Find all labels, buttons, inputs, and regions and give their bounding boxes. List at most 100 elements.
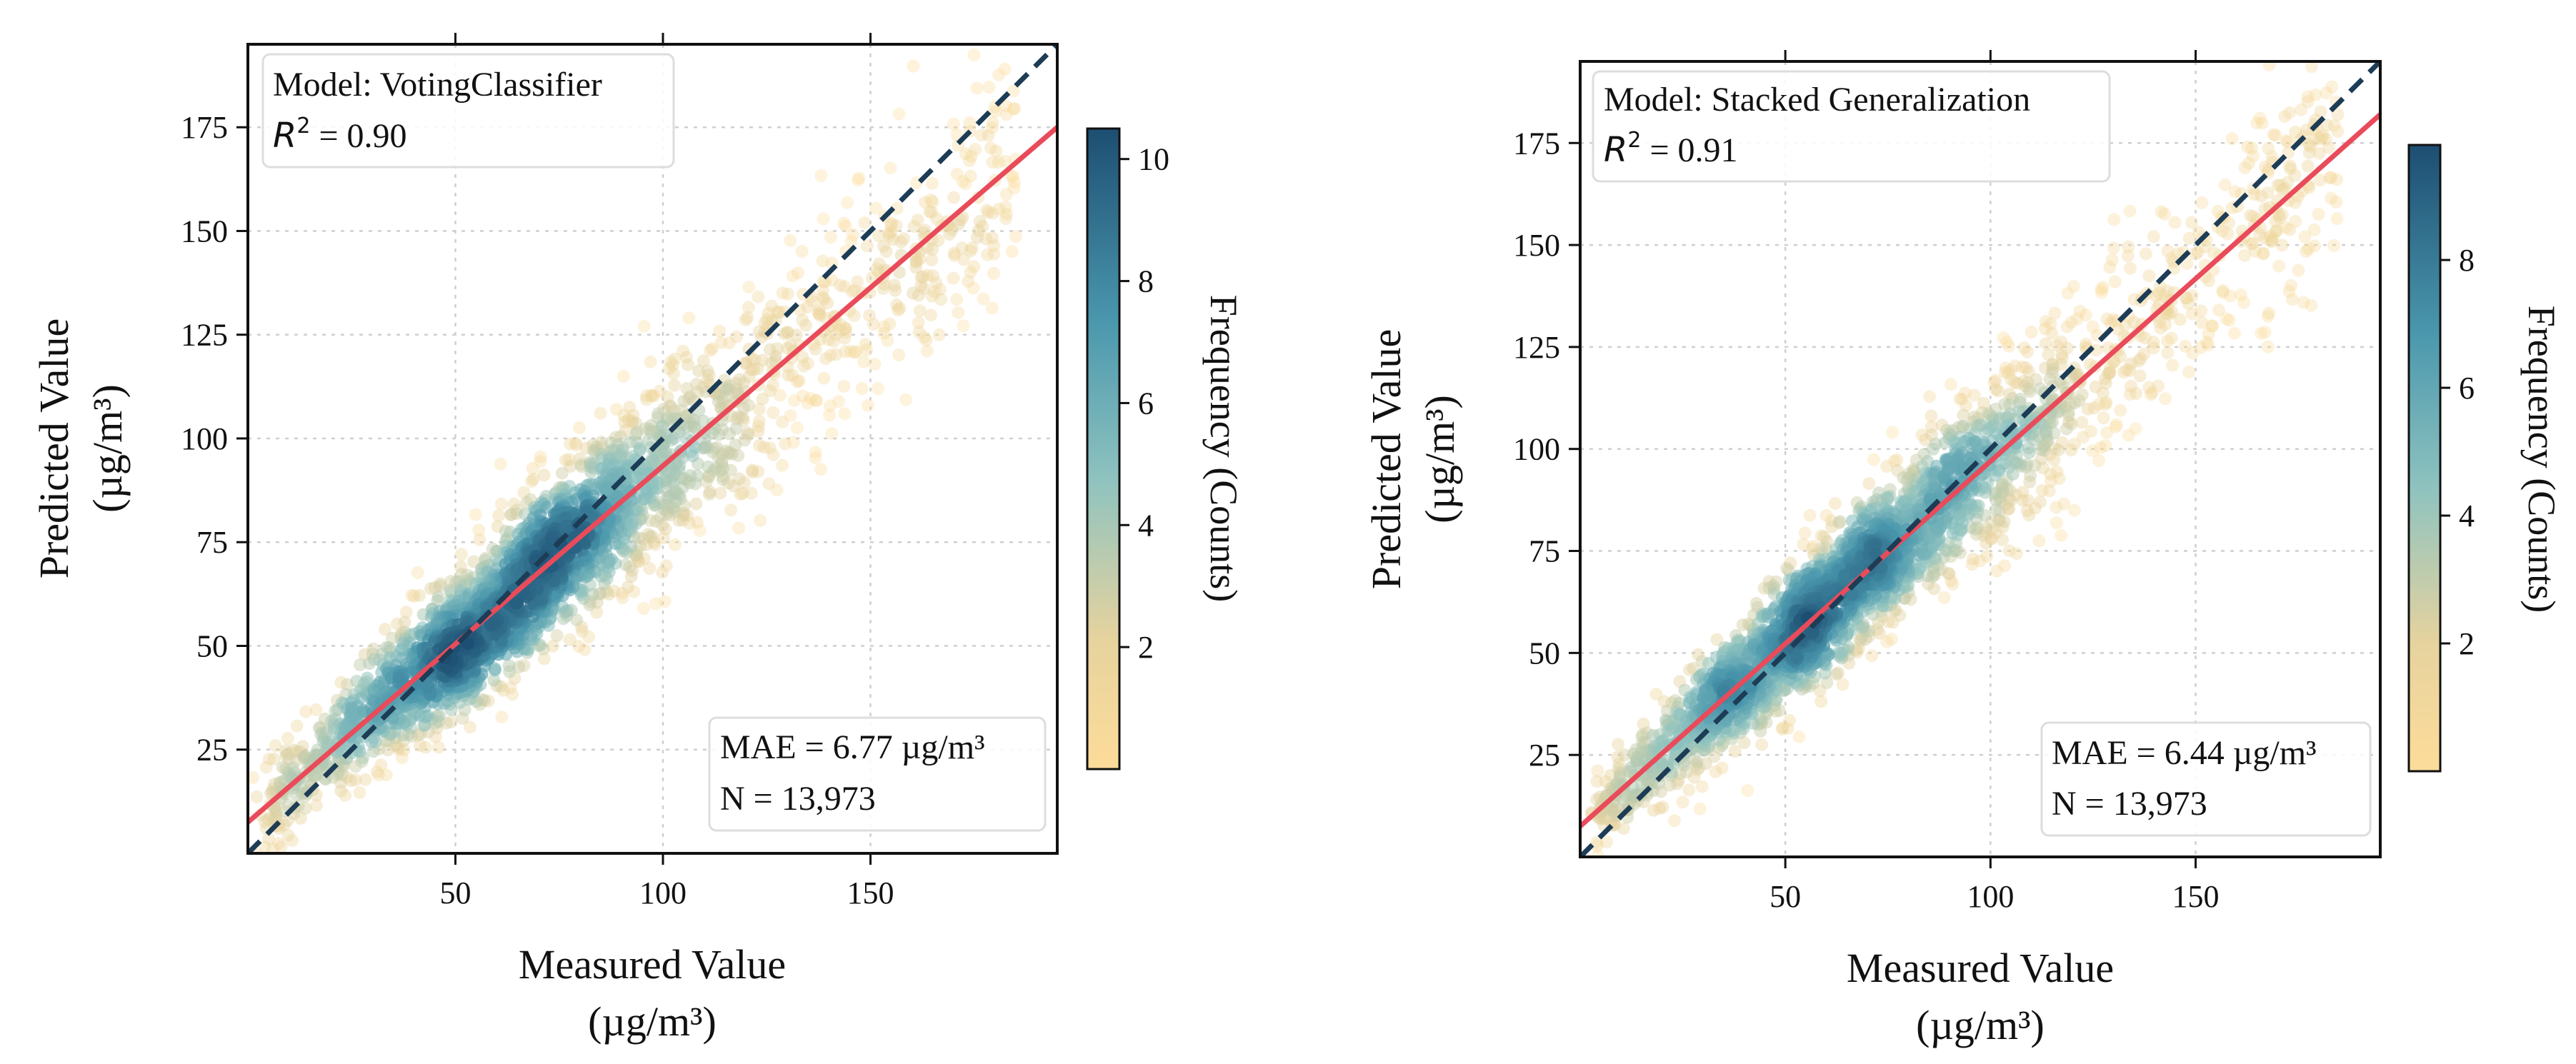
- scatter-point: [2261, 309, 2275, 323]
- scatter-point: [893, 266, 907, 279]
- scatter-point: [1891, 464, 1904, 477]
- scatter-point: [2289, 214, 2302, 228]
- scatter-point: [722, 476, 735, 490]
- scatter-point: [2107, 355, 2120, 368]
- scatter-point: [954, 213, 967, 226]
- scatter-point: [2055, 528, 2068, 542]
- scatter-point: [636, 602, 650, 615]
- scatter-point: [2107, 313, 2120, 326]
- scatter-point: [2087, 401, 2101, 415]
- scatter-point: [737, 376, 751, 389]
- scatter-point: [2224, 289, 2237, 303]
- scatter-point: [1965, 558, 1979, 571]
- scatter-point: [739, 356, 752, 370]
- scatter-point: [1904, 593, 1917, 606]
- scatter-point: [2050, 501, 2063, 514]
- scatter-point: [1007, 84, 1020, 98]
- scatter-point: [618, 416, 631, 429]
- scatter-point: [1960, 399, 1973, 412]
- scatter-point: [659, 559, 673, 573]
- scatter-point: [649, 515, 663, 528]
- scatter-point: [2180, 291, 2193, 305]
- scatter-point: [947, 271, 960, 285]
- scatter-point: [2267, 128, 2280, 141]
- scatter-point: [1997, 515, 2011, 528]
- scatter-point: [973, 215, 987, 228]
- scatter-point: [397, 743, 411, 757]
- scatter-point: [2108, 275, 2122, 288]
- scatter-point: [870, 262, 884, 276]
- scatter-point: [2195, 316, 2209, 329]
- scatter-point: [734, 488, 747, 501]
- scatter-point: [1692, 761, 1706, 775]
- scatter-point: [504, 681, 517, 695]
- scatter-point: [928, 285, 942, 298]
- scatter-point: [2149, 289, 2162, 303]
- scatter-point: [947, 191, 961, 204]
- scatter-point: [742, 370, 756, 383]
- scatter-point: [889, 283, 902, 297]
- scatter-point: [1656, 800, 1669, 814]
- scatter-point: [2286, 293, 2299, 306]
- scatter-point: [2186, 289, 2199, 303]
- scatter-point: [296, 740, 309, 753]
- scatter-point: [2047, 442, 2061, 456]
- scatter-point: [496, 683, 510, 697]
- scatter-point: [760, 313, 774, 326]
- scatter-point: [999, 108, 1013, 121]
- scatter-point: [630, 426, 644, 438]
- scatter-point: [1997, 331, 2010, 344]
- scatter-point: [511, 596, 524, 609]
- scatter-point: [481, 694, 495, 708]
- scatter-point: [998, 154, 1012, 168]
- scatter-point: [1946, 578, 1960, 591]
- scatter-point: [837, 379, 851, 393]
- scatter-point: [1007, 181, 1021, 195]
- scatter-point: [912, 288, 925, 302]
- scatter-point: [2096, 386, 2110, 400]
- scatter-point: [722, 336, 736, 350]
- scatter-point: [2237, 296, 2251, 309]
- scatter-point: [965, 241, 979, 255]
- scatter-point: [2158, 289, 2172, 303]
- scatter-point: [1617, 822, 1630, 835]
- scatter-point: [2147, 336, 2160, 348]
- scatter-point: [616, 591, 629, 604]
- scatter-point: [2280, 134, 2293, 147]
- scatter-point: [2016, 361, 2030, 374]
- scatter-point: [730, 412, 744, 426]
- scatter-point: [1784, 556, 1797, 570]
- scatter-point: [2020, 345, 2034, 358]
- scatter-point: [2191, 246, 2205, 259]
- scatter-point: [839, 219, 852, 233]
- scatter-point: [1780, 561, 1794, 575]
- scatter-point: [2320, 86, 2333, 100]
- scatter-point: [2319, 133, 2332, 146]
- scatter-point: [1996, 521, 2010, 534]
- scatter-point: [1814, 695, 1828, 708]
- scatter-point: [647, 389, 661, 403]
- scatter-point: [1832, 666, 1845, 680]
- scatter-point: [2144, 388, 2157, 401]
- scatter-point: [2102, 366, 2116, 380]
- scatter-point: [691, 469, 704, 483]
- scatter-point: [872, 257, 886, 271]
- scatter-point: [1880, 460, 1894, 473]
- scatter-point: [702, 460, 715, 473]
- scatter-point: [957, 319, 970, 333]
- scatter-point: [1924, 409, 1938, 423]
- scatter-point: [637, 319, 651, 333]
- scatter-point: [625, 414, 639, 428]
- scatter-point: [964, 265, 977, 278]
- scatter-point: [702, 470, 716, 483]
- scatter-point: [824, 231, 837, 244]
- scatter-point: [1007, 102, 1021, 116]
- scatter-point: [2278, 182, 2292, 196]
- scatter-point: [919, 196, 932, 209]
- scatter-point: [2312, 208, 2325, 221]
- scatter-point: [507, 497, 521, 511]
- scatter-point: [658, 595, 672, 608]
- scatter-point: [916, 270, 929, 283]
- scatter-point: [2000, 336, 2014, 348]
